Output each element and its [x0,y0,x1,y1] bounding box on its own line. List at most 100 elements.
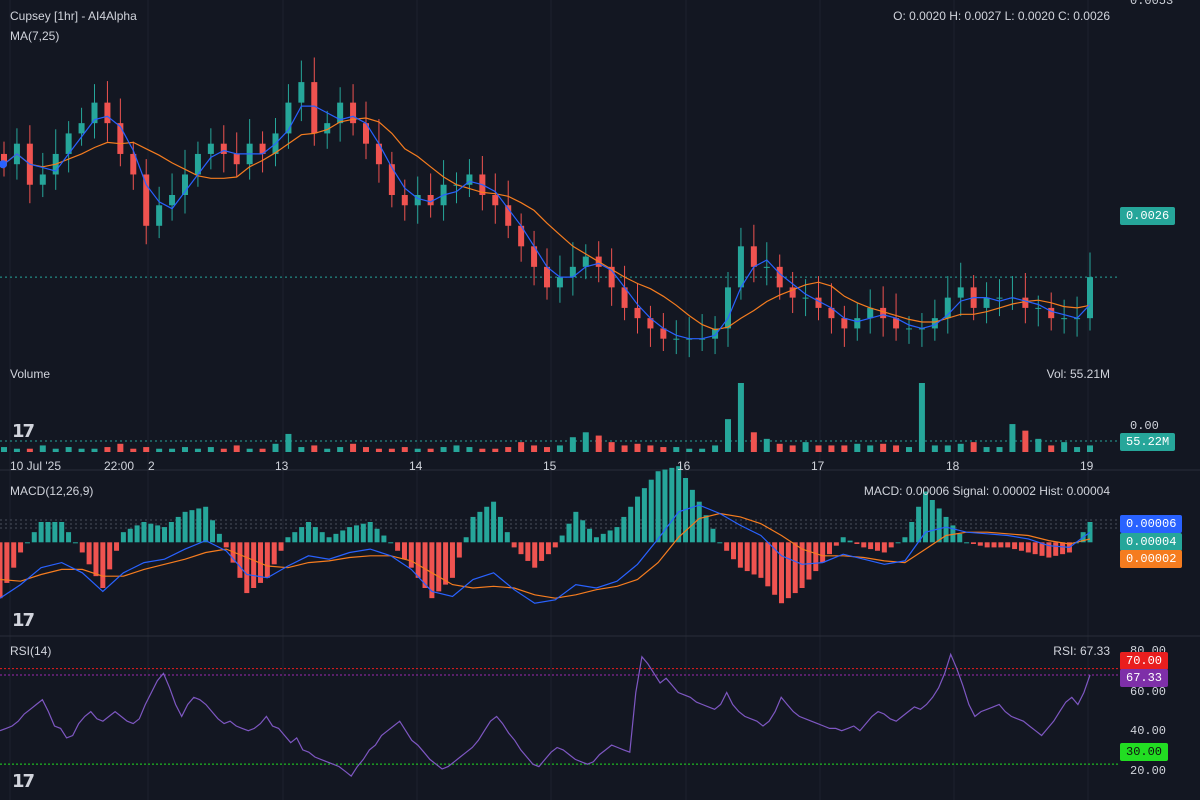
macd-histogram-bar [127,528,133,543]
macd-histogram-bar [401,542,407,560]
macd-histogram-bar [422,542,428,588]
rsi-label: RSI(14) [10,644,52,658]
volume-bar [220,448,227,452]
macd-histogram-bar [703,515,709,543]
macd-histogram-bar [936,508,942,543]
macd-histogram-bar [785,542,791,599]
macd-histogram-bar [463,537,469,543]
macd-histogram-bar [299,527,305,543]
candle-body [427,195,434,206]
macd-histogram-bar [648,479,654,543]
macd-histogram-bar [1018,542,1024,551]
volume-bar [556,445,563,452]
date-label: 13 [275,459,289,473]
macd-histogram-bar [436,542,442,592]
macd-histogram-bar [1039,542,1045,556]
volume-bar [569,437,576,452]
candle-body [531,246,538,267]
macd-histogram-bar [347,527,353,543]
volume-label: Volume [10,367,51,381]
macd-histogram-bar [1060,542,1066,555]
macd-histogram-bar [724,542,730,551]
macd-histogram-bar [820,542,826,563]
macd-histogram-bar [333,533,339,543]
macd-histogram-bar [223,542,229,548]
macd-histogram-bar [792,542,798,594]
candle-body [544,266,550,288]
macd-histogram-bar [491,501,497,543]
macd-histogram-bar [511,542,517,548]
macd-histogram-bar [381,535,387,543]
macd-histogram-bar [731,542,737,560]
macd-histogram-bar [244,542,250,594]
macd-histogram-bar [24,542,30,544]
macd-histogram-bar [1005,542,1011,548]
volume-bar [52,448,59,452]
macd-histogram-bar [196,508,202,543]
macd-histogram-bar [957,533,963,543]
macd-histogram-bar [587,528,593,543]
macd-histogram-bar [148,523,154,543]
macd-histogram-bar [1025,542,1031,553]
macd-histogram-bar [566,523,572,543]
macd-histogram-bar [676,466,682,543]
rsi-axis-label: 40.00 [1130,724,1167,738]
macd-histogram-bar [710,528,716,543]
rsi-axis-label: 20.00 [1130,764,1167,778]
candle-body [1061,318,1068,320]
macd-stat: MACD: 0.00006 Signal: 0.00002 Hist: 0.00… [863,484,1110,498]
macd-histogram-bar [888,542,894,548]
macd-histogram-bar [621,516,627,543]
macd-signal-line [0,512,1091,599]
volume-bar [957,443,964,452]
candle-body [867,307,874,319]
ohlc-readout: O: 0.0020 H: 0.0027 L: 0.0020 C: 0.0026 [893,9,1110,23]
volume-bar [854,443,861,452]
volume-bar [143,447,150,452]
macd-histogram-bar [415,542,421,578]
candle-body [104,102,111,124]
macd-histogram-bar [552,542,558,548]
tradingview-logo-icon: 17 [12,610,35,631]
macd-histogram-bar [751,542,757,575]
volume-bar [906,447,912,452]
macd-histogram-bar [970,542,976,544]
macd-histogram-bar [641,488,647,543]
macd-histogram-bar [374,528,380,543]
macd-histogram-bar [909,522,915,543]
date-label: 22:00 [104,459,135,473]
candle-body [285,102,292,134]
macd-histogram-bar [141,522,147,543]
macd-histogram-bar [744,542,750,572]
date-label: 18 [946,459,960,473]
macd-histogram-bar [52,522,58,543]
candle-body [492,195,499,206]
macd-histogram-bar [779,542,785,604]
macd-histogram-bar [1053,542,1059,556]
volume-bar [440,447,447,452]
volume-bar [401,447,408,452]
volume-bar [660,447,667,452]
candle-body [182,174,188,195]
candle-body [518,225,525,247]
candle-body [1048,307,1055,319]
macd-histogram-bar [182,511,188,543]
macd-histogram-bar [929,500,935,543]
macd-histogram-bar [443,542,449,585]
macd-histogram-bar [18,542,24,553]
volume-bar [466,447,473,452]
volume-bar [1074,447,1081,452]
volume-bar [375,448,382,452]
macd-histogram-bar [79,542,85,553]
volume-bar [156,448,163,452]
macd-histogram-bar [278,542,284,551]
date-label: 14 [409,459,423,473]
volume-bar [918,383,925,452]
macd-histogram-bar [216,533,222,543]
candle-body [414,195,421,206]
candle-body [311,82,318,134]
volume-bar [1061,442,1068,452]
candle-body [207,143,214,154]
volume-bar [130,448,137,452]
